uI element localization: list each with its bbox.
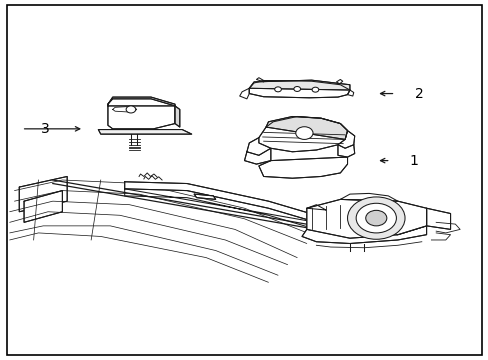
Circle shape	[293, 86, 300, 91]
Text: 3: 3	[41, 122, 49, 136]
Polygon shape	[249, 81, 349, 98]
Polygon shape	[108, 97, 175, 106]
Polygon shape	[249, 80, 349, 90]
Polygon shape	[124, 182, 316, 222]
Polygon shape	[108, 104, 175, 129]
Polygon shape	[175, 106, 180, 127]
Text: 2: 2	[414, 86, 423, 100]
Polygon shape	[246, 138, 270, 155]
Polygon shape	[98, 130, 191, 134]
Polygon shape	[337, 145, 354, 157]
Polygon shape	[194, 194, 215, 199]
Text: 1: 1	[409, 154, 418, 168]
Polygon shape	[24, 190, 62, 222]
Polygon shape	[258, 157, 347, 178]
Polygon shape	[258, 117, 347, 152]
Circle shape	[365, 210, 386, 226]
Polygon shape	[337, 131, 354, 148]
Circle shape	[347, 197, 404, 239]
Polygon shape	[19, 176, 67, 212]
Polygon shape	[244, 148, 270, 164]
Polygon shape	[265, 117, 347, 139]
Circle shape	[126, 106, 136, 113]
Polygon shape	[426, 208, 449, 229]
Polygon shape	[306, 199, 426, 238]
Circle shape	[355, 203, 396, 233]
Polygon shape	[302, 226, 426, 243]
Circle shape	[295, 127, 312, 139]
Circle shape	[274, 87, 281, 92]
Circle shape	[311, 87, 318, 92]
